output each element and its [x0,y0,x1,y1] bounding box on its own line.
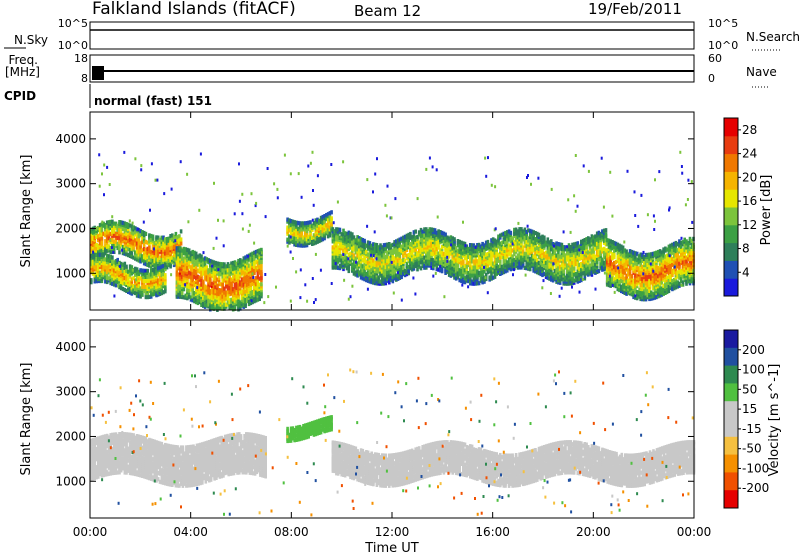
velocity-colorbar: 200 100 50 15 -15 -50 -100 -200 [723,329,769,509]
cpid-label: CPID [4,89,36,103]
x-tick-label: 00:00 [73,525,108,539]
cpid-mode: normal (fast) 151 [94,94,212,108]
power-colorbar-swatch [724,153,738,172]
time-axis: 00:00 04:00 08:00 12:00 16:00 20:00 00:00 [73,112,712,539]
power-panel: 1000 2000 3000 4000 Slant Range [km] [19,111,695,312]
velocity-band-0 [90,432,267,488]
power-scatter [92,150,694,305]
x-axis-label: Time UT [364,541,418,554]
nave-right-tick-top: 60 [708,52,722,65]
velocity-y-tick-label: 3000 [55,385,86,399]
noise-left-tick-bottom: 10^0 [58,39,88,52]
power-band-2 [175,246,263,312]
freq-label-1: Freq. [8,53,38,67]
power-colorbar-tick: 16 [742,194,757,208]
nsky-label: N.Sky [14,33,48,47]
velocity-panel-background [90,320,694,518]
freq-startup-block [92,66,104,80]
noise-right-tick-top: 10^5 [708,17,738,30]
velocity-band-1 [286,415,333,444]
power-y-tick-label: 1000 [55,266,86,280]
velocity-colorbar-tick: 200 [742,343,765,357]
power-colorbar-swatch [724,224,738,244]
velocity-heatmap [90,368,696,517]
noise-panel: N.Sky 10^5 10^0 10^5 10^0 N.Search [4,17,800,52]
power-y-tick-label: 3000 [55,177,86,191]
velocity-y-axis: 1000 2000 3000 4000 [55,340,694,488]
velocity-colorbar-tick: -200 [742,481,769,495]
power-colorbar-swatch [724,278,738,297]
power-colorbar-swatch [724,260,738,279]
velocity-colorbar-tick: 50 [742,382,757,396]
freq-panel-frame [89,54,695,83]
power-band-1 [90,252,167,300]
velocity-colorbar-swatch [724,419,738,438]
power-y-tick-label: 2000 [55,221,86,235]
nave-label: Nave [746,65,777,79]
power-colorbar-swatch [724,242,738,261]
velocity-y-tick-label: 1000 [55,474,86,488]
velocity-colorbar-swatch [724,401,738,420]
velocity-colorbar-swatch [724,472,738,491]
velocity-colorbar-swatch [724,330,738,349]
power-band-5 [605,236,695,302]
velocity-colorbar-tick: -15 [742,422,762,436]
x-tick-label: 04:00 [173,525,208,539]
beam-title: Beam 12 [354,2,421,20]
power-colorbar: 4 8 12 16 20 24 28 [723,117,757,297]
power-colorbar-swatch [724,118,738,137]
power-colorbar-tick: 24 [742,147,757,161]
power-heatmap [90,150,695,312]
velocity-scatter [90,368,694,517]
noise-panel-frame [89,21,695,50]
power-colorbar-swatch [724,135,738,155]
power-y-label: Slant Range [km] [19,155,34,268]
velocity-colorbar-tick: -50 [742,442,762,456]
x-tick-label: 00:00 [677,525,712,539]
velocity-colorbar-swatch [724,347,738,367]
velocity-colorbar-swatch [724,490,738,509]
velocity-colorbar-swatch [724,436,738,456]
freq-label-2: [MHz] [5,65,40,79]
velocity-colorbar-swatch [724,454,738,473]
station-title: Falkland Islands (fitACF) [92,0,296,19]
date-title: 19/Feb/2011 [588,0,682,18]
velocity-colorbar-swatch [724,365,738,384]
velocity-colorbar-tick: 15 [742,402,757,416]
power-colorbar-swatch [724,189,738,208]
nave-right-tick-bottom: 0 [708,72,715,85]
velocity-y-tick-label: 4000 [55,340,86,354]
velocity-y-tick-label: 2000 [55,429,86,443]
velocity-colorbar-tick: 100 [742,363,765,377]
power-band-3 [286,210,333,248]
power-colorbar-tick: 4 [742,265,750,279]
noise-left-tick-top: 10^5 [58,17,88,30]
nsearch-label: N.Search [746,30,800,44]
freq-left-tick-top: 18 [74,52,88,65]
power-y-axis: 1000 2000 3000 4000 [55,132,694,280]
power-colorbar-swatch [724,171,738,190]
velocity-y-label: Slant Range [km] [19,363,34,476]
velocity-colorbar-swatch [724,383,738,402]
velocity-colorbar-tick: -100 [742,461,769,475]
power-colorbar-tick: 20 [742,170,757,184]
power-colorbar-label: Power [dB] [759,175,774,246]
freq-left-tick-bottom: 8 [81,72,88,85]
noise-right-tick-bottom: 10^0 [708,39,738,52]
x-tick-label: 20:00 [576,525,611,539]
power-y-tick-label: 4000 [55,132,86,146]
power-colorbar-tick: 28 [742,123,757,137]
power-colorbar-tick: 8 [742,242,750,256]
x-tick-label: 08:00 [274,525,309,539]
velocity-panel: 1000 2000 3000 4000 Slant Range [km] [19,319,696,519]
velocity-colorbar-label: Velocity [m s^-1] [767,364,782,477]
x-tick-label: 16:00 [475,525,510,539]
freq-panel: Freq. [MHz] 18 8 60 0 Nave [5,52,777,88]
x-tick-label: 12:00 [375,525,410,539]
power-colorbar-tick: 12 [742,218,757,232]
power-colorbar-swatch [724,207,738,226]
